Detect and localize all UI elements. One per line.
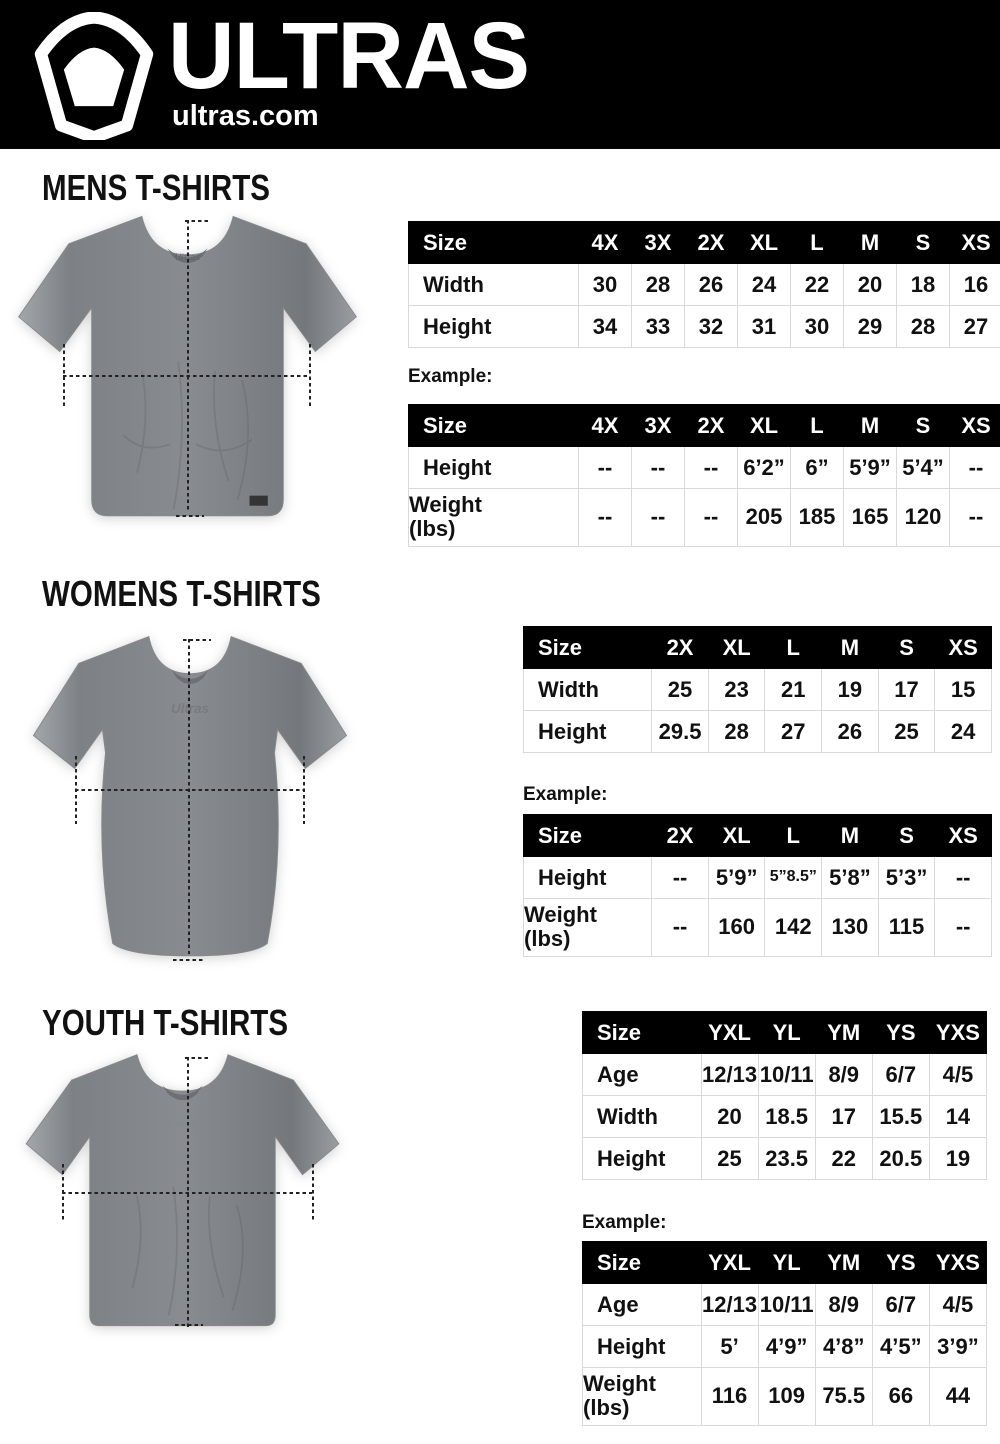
svg-text:Ultras: Ultras xyxy=(171,701,209,716)
svg-text:ULTRAS: ULTRAS xyxy=(163,1121,203,1132)
